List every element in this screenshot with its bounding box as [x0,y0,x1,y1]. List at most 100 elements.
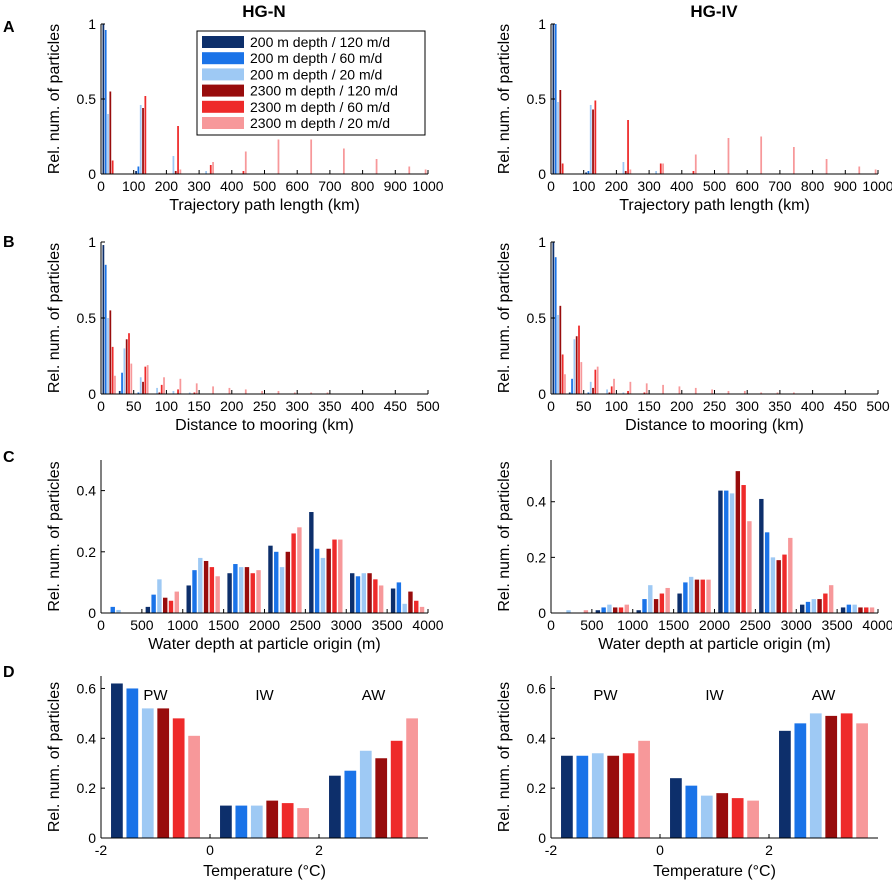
x-tick-label: 0 [547,178,555,194]
bar-5-7 [659,163,662,174]
category-label-pw: PW [143,687,168,704]
y-tick-label: 0.6 [527,680,547,696]
bar-1-5 [268,545,273,613]
bar-4-2 [575,336,578,394]
bar-2-3 [192,570,197,613]
bar-1-6 [759,498,764,613]
bar-5-6 [332,539,337,613]
bar-2-4 [233,564,238,613]
bar-6-3 [215,576,220,613]
x-tick-label: 0 [547,398,555,414]
bar-4-3 [142,108,144,174]
bar-3-2 [607,604,612,613]
bar-2-2 [571,378,573,394]
bar-4-3 [592,109,594,174]
bar-2-3 [794,723,807,838]
legend-label-2: 200 m depth / 60 m/d [250,50,382,66]
bar-2-1 [126,688,139,838]
bar-4-2 [716,793,729,838]
bar-4-1 [559,90,562,174]
x-tick-label: 3000 [331,617,362,633]
bar-4-3 [375,758,388,838]
bar-5-6 [782,554,787,613]
x-tick-label: 900 [384,178,408,194]
x-tick-label: 50 [126,398,142,414]
bar-3-2 [700,795,713,838]
bar-5-2 [618,607,624,613]
bar-4-2 [266,800,279,838]
bar-1-2 [670,778,682,838]
x-tick-label: 400 [670,178,694,194]
bar-2-1 [576,755,589,838]
y-axis-label: Rel. num. of particles [46,461,63,611]
bar-5-3 [594,100,597,174]
bar-5-5 [741,485,746,613]
bar-5-1 [622,753,635,838]
y-tick-label: 0 [538,166,546,182]
bar-5-2 [128,333,130,394]
x-tick-label: 0 [547,617,555,633]
bar-6-14 [326,392,329,394]
x-tick-label: -2 [95,842,108,858]
x-tick-label: 3500 [822,617,853,633]
bar-6-3 [596,366,599,394]
x-axis-label: Trajectory path length (km) [169,197,360,214]
bar-6-15 [792,147,795,174]
bar-6-19 [858,166,861,174]
bar-5-3 [144,96,147,174]
bar-4-5 [735,471,741,613]
x-tick-label: 500 [253,178,277,194]
bar-5-7 [373,579,378,613]
bar-6-9 [694,387,697,394]
x-tick-label: 150 [637,398,661,414]
x-tick-label: 450 [384,398,408,414]
legend-swatch-2 [202,52,244,65]
y-tick-label: 0 [88,386,96,402]
x-tick-label: 500 [866,398,890,414]
bar-6-3 [665,587,670,613]
column-title-hg-iv: HG-IV [690,2,738,21]
bar-1-7 [350,573,355,613]
x-axis-label: Water depth at particle origin (m) [148,636,380,653]
bar-3-3 [198,557,203,613]
bar-5-3 [594,369,597,394]
bar-3-8 [852,604,857,613]
x-tick-label: 350 [318,398,342,414]
x-tick-label: 2000 [699,617,730,633]
bar-6-2 [624,604,629,613]
y-tick-label: 1 [538,16,546,32]
bar-2-3 [642,599,647,613]
bar-1-2 [595,610,601,613]
x-tick-label: 700 [768,178,792,194]
x-tick-label: 3000 [781,617,812,633]
bar-5-7 [823,593,828,613]
bar-5-1 [561,354,564,394]
bar-6-7 [378,585,384,613]
bar-2-3 [587,392,590,394]
bar-2-7 [355,576,361,613]
bar-5-9 [242,171,245,174]
bar-1-3 [779,730,791,838]
y-axis-label: Rel. num. of particles [46,24,63,174]
legend-label-5: 2300 m depth / 60 m/d [250,99,390,115]
bar-3-3 [139,105,142,174]
x-tick-label: 3500 [372,617,403,633]
bar-5-3 [840,713,853,838]
bar-3-3 [589,105,592,174]
x-axis-label: Distance to mooring (km) [175,417,354,434]
bar-6-17 [375,159,378,174]
x-tick-label: 400 [351,398,375,414]
bar-3-3 [139,377,142,394]
bar-3-2 [157,579,162,613]
bar-2-6 [314,548,320,613]
bar-6-1 [114,375,116,394]
bar-3-2 [573,339,576,394]
bar-3-5 [279,567,285,613]
bar-5-8 [864,607,869,613]
x-tick-label: 250 [253,398,277,414]
y-axis-label: Rel. num. of particles [496,461,513,611]
bar-5-3 [659,593,665,613]
column-title-hg-n: HG-N [242,2,285,21]
bar-6-5 [179,378,182,394]
